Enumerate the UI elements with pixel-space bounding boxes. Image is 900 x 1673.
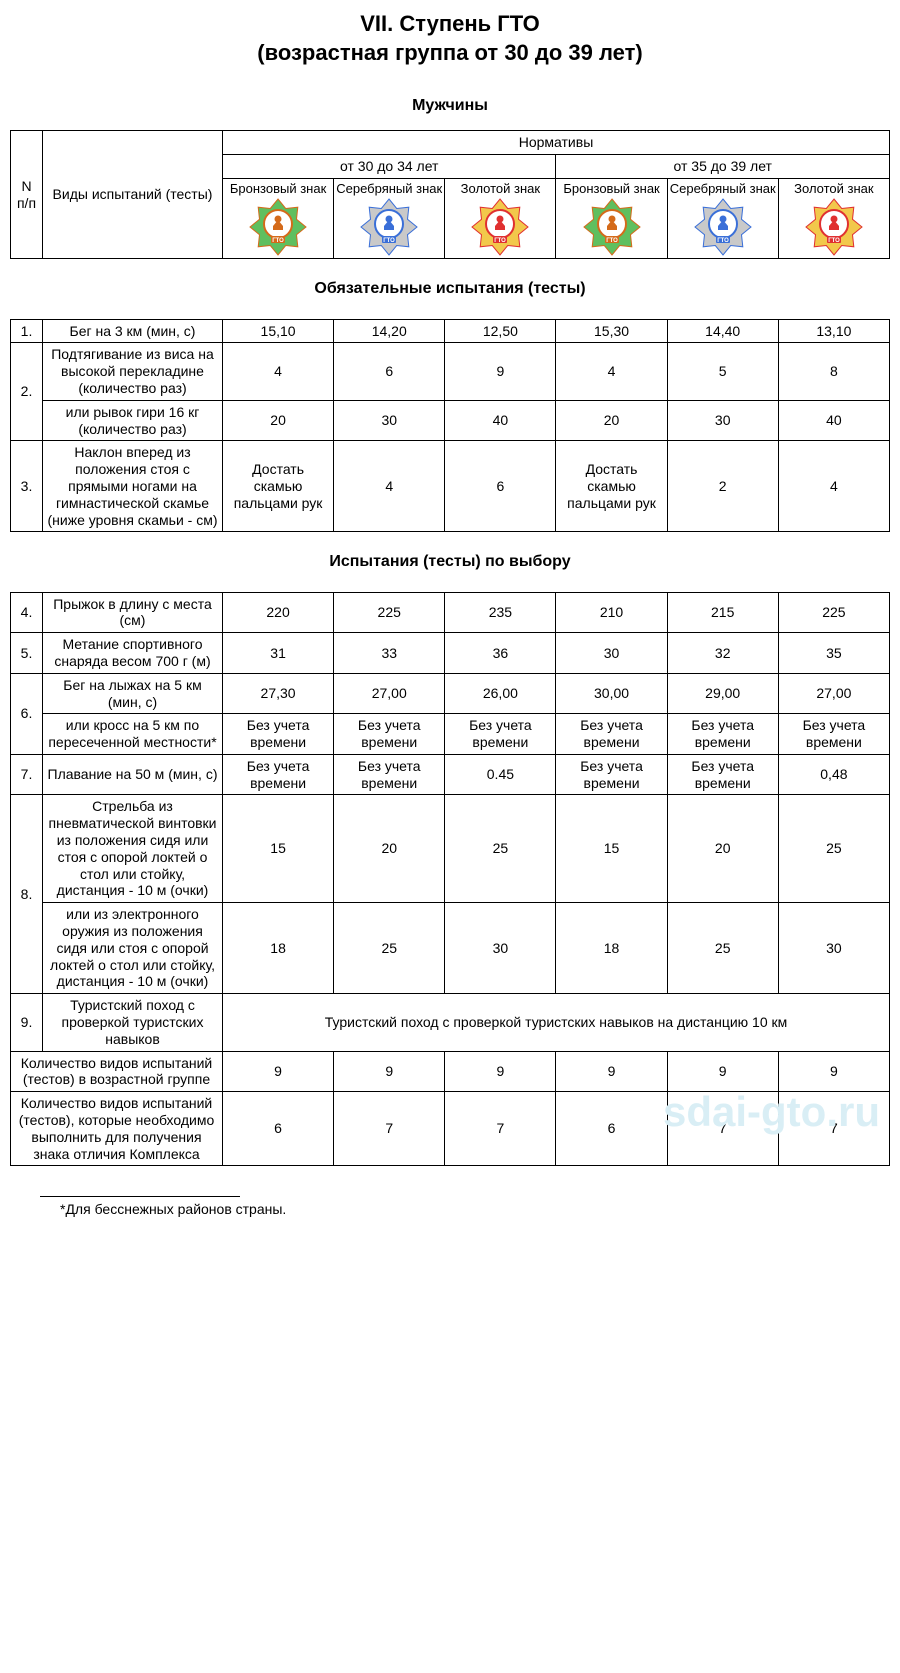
bronze-badge-icon: ГТО <box>583 198 641 256</box>
badge-gold-b: Золотой знак ГТО <box>778 178 889 259</box>
badge-gold-a: Золотой знак ГТО <box>445 178 556 259</box>
title-line-1: VII. Ступень ГТО <box>10 10 890 39</box>
svg-text:ГТО: ГТО <box>717 238 729 244</box>
svg-text:ГТО: ГТО <box>383 238 395 244</box>
bronze-badge-icon: ГТО <box>249 198 307 256</box>
col-n-header: N п/п <box>11 131 43 259</box>
title-block: VII. Ступень ГТО (возрастная группа от 3… <box>10 10 890 67</box>
table-row: или кросс на 5 км по пересеченной местно… <box>11 714 890 755</box>
header-row-1: N п/п Виды испытаний (тесты) Нормативы <box>11 131 890 155</box>
svg-text:ГТО: ГТО <box>495 238 507 244</box>
table-row: Количество видов испытаний (тестов) в во… <box>11 1051 890 1092</box>
table-row: 3. Наклон вперед из положения стоя с пря… <box>11 441 890 532</box>
table-row: или из электронного оружия из положения … <box>11 903 890 994</box>
age-b-header: от 35 до 39 лет <box>556 154 890 178</box>
table-row: 5. Метание спортивного снаряда весом 700… <box>11 633 890 674</box>
gold-badge-icon: ГТО <box>805 198 863 256</box>
optional-section-header: Испытания (тесты) по выбору <box>11 532 890 592</box>
table-row: 8. Стрельба из пневматической винтовки и… <box>11 795 890 903</box>
silver-badge-icon: ГТО <box>694 198 752 256</box>
footnote-text: *Для бесснежных районов страны. <box>10 1201 890 1217</box>
table-row: 4. Прыжок в длину с места (см) 220225235… <box>11 592 890 633</box>
table-row: 2. Подтягивание из виса на высокой перек… <box>11 343 890 400</box>
table-row: 9. Туристский поход с проверкой туристск… <box>11 994 890 1051</box>
svg-text:ГТО: ГТО <box>606 238 618 244</box>
badge-bronze-a: Бронзовый знак ГТО <box>223 178 334 259</box>
table-row: 6. Бег на лыжах на 5 км (мин, с) 27,3027… <box>11 673 890 714</box>
footnote-divider <box>40 1196 240 1197</box>
gender-label: Мужчины <box>10 97 890 115</box>
title-line-2: (возрастная группа от 30 до 39 лет) <box>10 39 890 68</box>
table-row: 1. Бег на 3 км (мин, с) 15,1014,2012,50 … <box>11 319 890 343</box>
table-row: или рывок гири 16 кг (количество раз) 20… <box>11 400 890 441</box>
standards-table: N п/п Виды испытаний (тесты) Нормативы о… <box>10 130 890 1166</box>
table-row: Количество видов испытаний (тестов), кот… <box>11 1092 890 1166</box>
watermark-wrap: N п/п Виды испытаний (тесты) Нормативы о… <box>10 130 890 1166</box>
table-row: 7. Плавание на 50 м (мин, с) Без учета в… <box>11 754 890 795</box>
standards-header: Нормативы <box>223 131 890 155</box>
badge-bronze-b: Бронзовый знак ГТО <box>556 178 667 259</box>
svg-text:ГТО: ГТО <box>828 238 840 244</box>
mandatory-section-header: Обязательные испытания (тесты) <box>11 259 890 319</box>
badge-silver-a: Серебряный знак ГТО <box>334 178 445 259</box>
age-a-header: от 30 до 34 лет <box>223 154 556 178</box>
svg-text:ГТО: ГТО <box>272 238 284 244</box>
gold-badge-icon: ГТО <box>471 198 529 256</box>
col-tests-header: Виды испытаний (тесты) <box>43 131 223 259</box>
silver-badge-icon: ГТО <box>360 198 418 256</box>
badge-silver-b: Серебряный знак ГТО <box>667 178 778 259</box>
